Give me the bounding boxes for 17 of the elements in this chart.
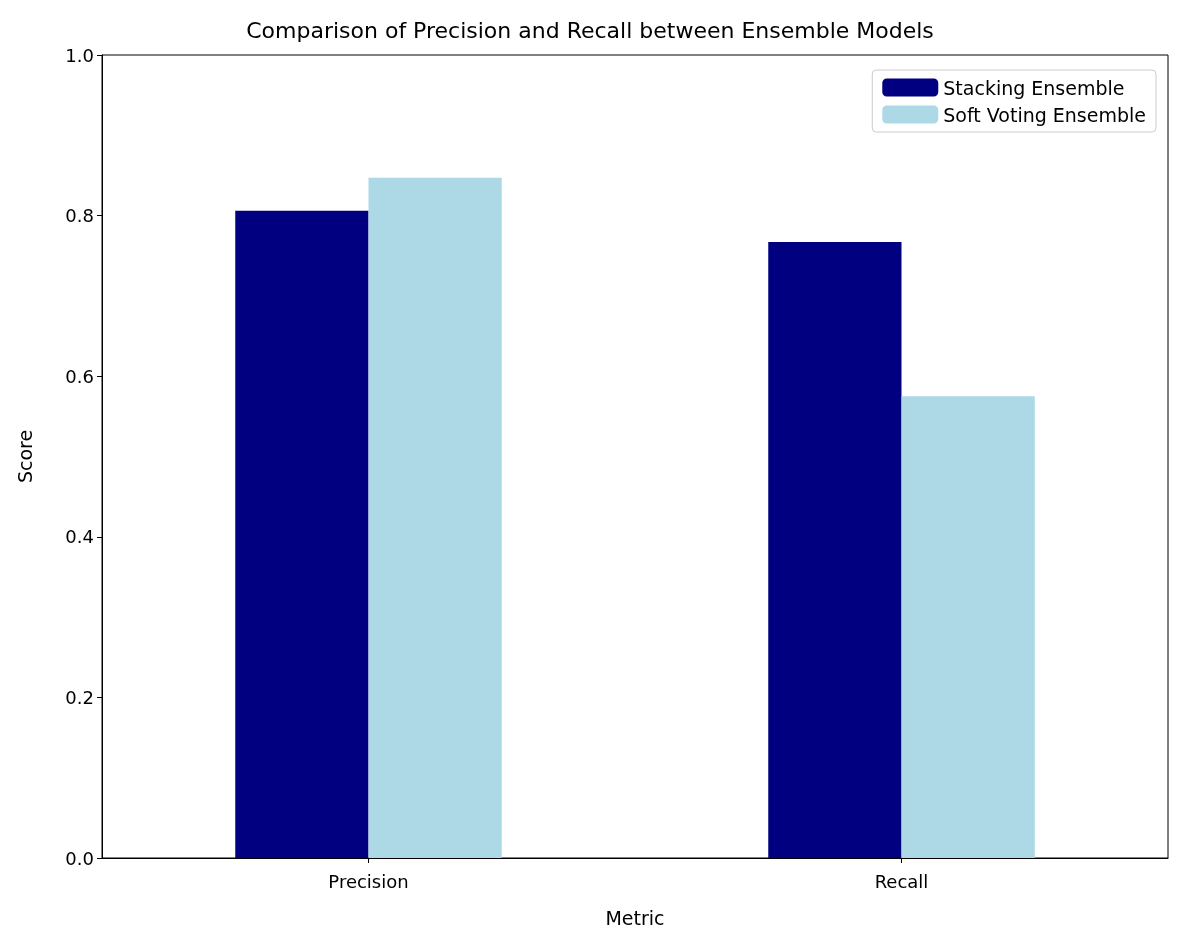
y-tick-label: 0.6 bbox=[65, 365, 94, 387]
y-tick-label: 0.2 bbox=[65, 686, 94, 708]
y-tick-label: 0.4 bbox=[65, 526, 94, 548]
x-tick-label: Recall bbox=[874, 870, 929, 892]
bar bbox=[901, 396, 1035, 858]
bar bbox=[768, 242, 902, 858]
x-tick-label: Precision bbox=[328, 870, 409, 892]
bar bbox=[235, 210, 369, 858]
y-tick-label: 0.8 bbox=[65, 205, 94, 227]
legend-label: Soft Voting Ensemble bbox=[943, 103, 1147, 126]
x-axis-title: Metric bbox=[605, 906, 665, 929]
y-axis-title: Score bbox=[13, 429, 36, 484]
y-tick-label: 0.0 bbox=[65, 847, 94, 869]
legend-label: Stacking Ensemble bbox=[943, 76, 1125, 99]
chart-title: Comparison of Precision and Recall between Ensemble Models bbox=[246, 17, 934, 43]
y-tick-label: 1.0 bbox=[65, 44, 94, 66]
bar bbox=[368, 177, 502, 858]
